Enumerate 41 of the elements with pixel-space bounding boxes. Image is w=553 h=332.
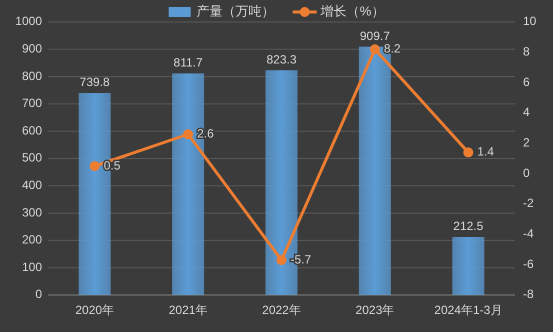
y-tick-label: 700 xyxy=(22,96,42,110)
point xyxy=(370,44,380,54)
data-label: 909.7 xyxy=(360,28,390,43)
point xyxy=(276,255,286,266)
x-tick-label: 2024年1-3月 xyxy=(434,303,502,318)
y-tick-label: 200 xyxy=(22,232,42,247)
y-tick-label: 0 xyxy=(35,287,42,302)
data-label: 1.4 xyxy=(477,144,494,159)
data-label: 8.2 xyxy=(384,41,401,56)
y-tick-label: 400 xyxy=(22,178,42,192)
x-tick-label: 2022年 xyxy=(262,303,301,318)
y2-tick-label: 2 xyxy=(523,136,530,150)
bar xyxy=(452,236,484,295)
y-tick-label: 900 xyxy=(22,41,42,56)
y-tick-label: 300 xyxy=(22,205,42,220)
data-label: 823.3 xyxy=(266,52,297,66)
x-tick-label: 2020年 xyxy=(75,303,114,318)
point xyxy=(90,161,100,172)
y2-tick-label: -4 xyxy=(523,226,534,241)
x-tick-label: 2021年 xyxy=(168,303,208,318)
point xyxy=(183,129,194,140)
y2-tick-label: 6 xyxy=(523,74,530,89)
x-tick-label: 2023年 xyxy=(356,303,394,318)
data-label: 811.7 xyxy=(174,56,203,70)
legend-label: 产量（万吨） xyxy=(196,3,275,18)
y-tick-label: 1000 xyxy=(15,14,42,28)
y2-tick-label: -6 xyxy=(523,256,534,271)
y2-tick-label: 8 xyxy=(523,44,530,59)
y-tick-label: 500 xyxy=(22,150,42,165)
y-tick-label: 600 xyxy=(22,123,42,138)
y-tick-label: 800 xyxy=(22,68,42,83)
y2-tick-label: 10 xyxy=(523,14,537,28)
y2-tick-label: -2 xyxy=(523,196,534,210)
y-tick-label: 100 xyxy=(22,260,42,274)
legend-label: 增长（%） xyxy=(320,3,384,18)
data-label: 212.5 xyxy=(453,219,484,234)
y2-tick-label: -8 xyxy=(523,287,534,302)
y2-tick-label: 4 xyxy=(523,105,530,120)
y2-tick-label: 0 xyxy=(523,166,530,180)
point xyxy=(463,147,474,158)
data-label: 739.8 xyxy=(80,75,110,90)
